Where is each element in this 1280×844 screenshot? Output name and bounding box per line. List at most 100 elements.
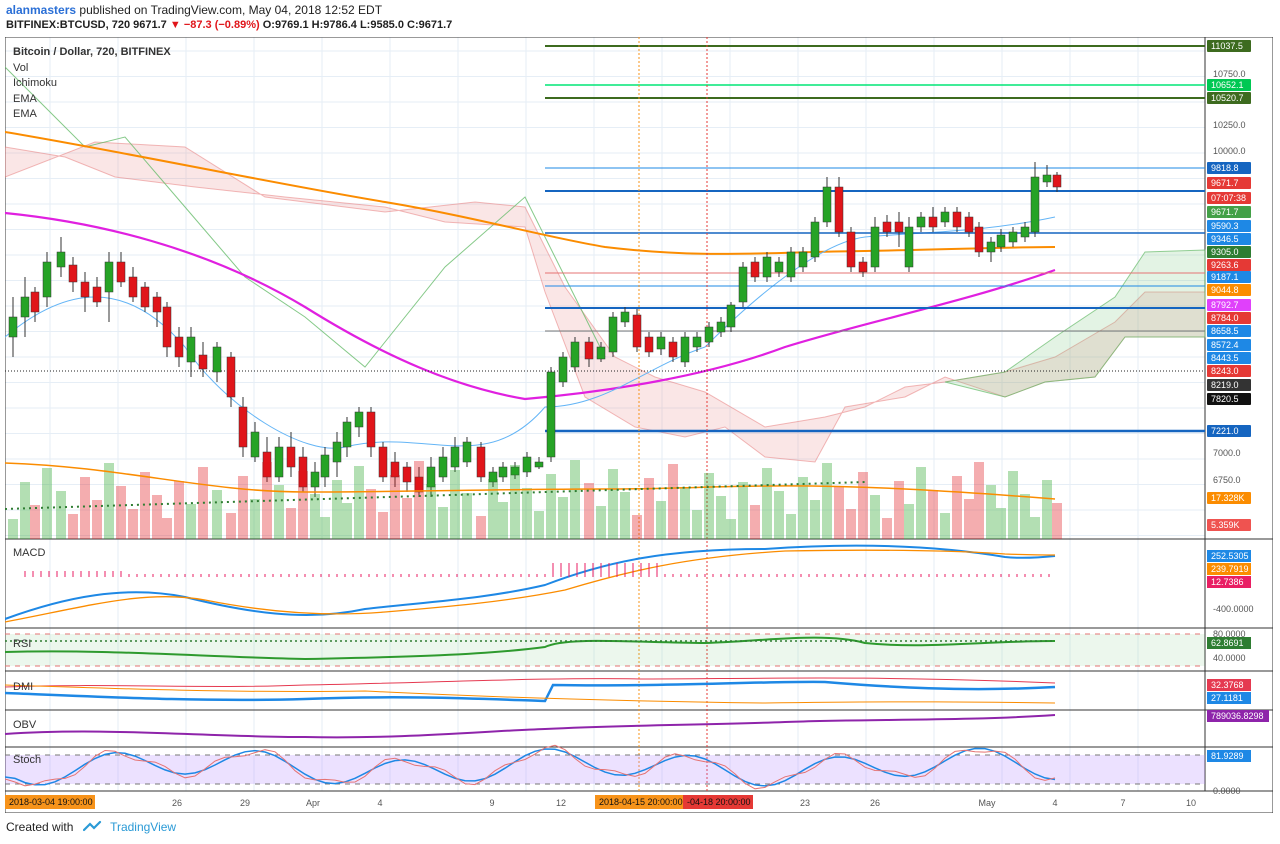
volume-bar [128,509,138,539]
volume-bar [928,490,938,539]
chart-area[interactable]: 10750.010500.010250.010000.07000.06750.0… [5,37,1273,813]
indicator-label-text: 12.7386 [1211,577,1244,587]
volume-bar [716,496,726,539]
volume-bar [644,478,654,539]
volume-bar [226,513,236,539]
volume-bar [1052,503,1062,539]
volume-bar [952,476,962,539]
price-label-badge [1207,233,1251,245]
candle-body [692,336,702,348]
candle-body [570,341,580,368]
price-label-text: 9305.0 [1211,247,1239,257]
candle-body [774,261,784,273]
volume-bar [1030,517,1040,539]
pane-label-macd[interactable]: MACD [13,547,46,559]
price-label-text: 9590.3 [1211,221,1239,231]
price-label-badge [1207,40,1251,52]
volume-bar [738,482,748,539]
indicator-label-badge [1207,563,1251,575]
volume-bar [522,488,532,539]
legend-item-ichimoku[interactable]: Ichimoku [13,77,58,89]
volume-bar [332,480,342,539]
down-triangle-icon: ▼ [169,19,181,31]
time-axis-tick: 29 [240,798,250,808]
pane-label-dmi[interactable]: DMI [13,681,34,693]
candle-body [704,326,714,343]
candle-body [1030,176,1040,233]
price-label-badge [1207,425,1251,437]
rsi-band [5,634,1205,666]
pane-label-rsi[interactable]: RSI [13,638,32,650]
pane-label-obv[interactable]: OBV [13,719,37,731]
indicator-label-text: 789036.8298 [1211,711,1264,721]
stoch-k-line [5,747,1056,787]
candle-body [402,466,412,483]
dmi-adx-line [5,680,1056,703]
volume-bar [786,514,796,539]
candle-body [186,336,196,363]
candle-body [262,451,272,478]
chart-canvas[interactable]: 10750.010500.010250.010000.07000.06750.0… [5,37,1273,813]
legend-item-vol[interactable]: Vol [13,61,29,74]
volume-bar [510,465,520,539]
candle-body [286,446,296,468]
volume-bar [726,519,736,539]
time-axis-tick: 4 [1052,798,1057,808]
symbol-name: BITFINEX:BTCUSD, 720 [6,19,131,31]
candle-body [738,266,748,303]
candle-body [870,226,880,268]
candle-body [238,406,248,448]
volume-bar [274,485,284,539]
volume-bar [846,509,856,539]
pane-label-stoch[interactable]: Stoch [13,754,42,766]
candle-body [162,306,172,348]
candle-body [726,304,736,328]
candle-body [584,341,594,360]
published-text: published on TradingView.com, May 04, 20… [79,3,383,17]
candle-body [762,256,772,278]
price-label-text: 8784.0 [1211,313,1239,323]
volume-bar [262,462,272,539]
price-label-text: 9187.1 [1211,272,1239,282]
candle-body [974,226,984,253]
legend-item-ema-1[interactable]: EMA [13,92,37,105]
volume-bar [488,479,498,539]
volume-bar [570,460,580,539]
volume-bar [426,484,436,539]
candle-body [140,286,150,308]
price-label-badge [1207,162,1251,174]
price-change: −87.3 (−0.89%) [183,19,260,31]
time-axis-tick: 9 [489,798,494,808]
volume-bar [894,481,904,539]
legend-item-ema-2[interactable]: EMA [13,108,37,120]
volume-bar [546,474,556,539]
volume-bar [30,505,40,539]
volume-bar [1042,480,1052,539]
price-label-text: 10520.7 [1211,93,1244,103]
candle-body [916,216,926,228]
volume-bar [974,462,984,539]
time-badge-text: 2018-04-15 20:00:00 [599,797,683,807]
volume-bar [238,476,248,539]
ema-long-line [5,131,1056,255]
volume-bar [534,511,544,539]
price-label-badge [1207,246,1251,258]
candle-body [488,471,498,483]
conversion-line [5,216,1056,449]
time-axis-tick: 26 [172,798,182,808]
volume-bar [882,518,892,539]
dmi-plus-line [5,677,1056,688]
candle-body [858,261,868,273]
volume-bar [964,499,974,539]
time-badge [595,795,685,809]
candle-body [964,216,974,233]
candle-body [320,454,330,478]
tradingview-brand[interactable]: TradingView [110,820,177,834]
candle-body [882,221,892,233]
author-link[interactable]: alanmasters [6,3,77,17]
indicator-label-badge [1207,637,1251,649]
candle-body [212,346,222,373]
candle-body [332,441,342,463]
candle-body [620,311,630,323]
volume-bar [92,500,102,539]
